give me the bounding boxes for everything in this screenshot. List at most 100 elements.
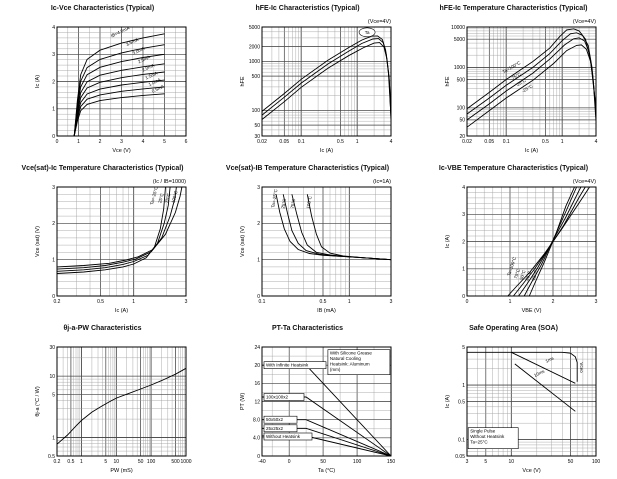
y-tick-label: 0.1 xyxy=(458,437,465,443)
curve xyxy=(56,186,183,268)
x-tick-label: 0.02 xyxy=(257,139,267,145)
curve-label: 10ms xyxy=(533,368,546,378)
y-tick-label: 1 xyxy=(462,383,465,389)
y-tick-label: 0 xyxy=(257,294,260,300)
y-tick-label: 30 xyxy=(254,134,260,140)
y-tick-label: 20 xyxy=(459,134,465,140)
chart-hfe-ic-temp: hFE-Ic Temperature Characteristics (Typi… xyxy=(410,0,617,160)
x-axis-label: Ic (A) xyxy=(115,308,128,314)
y-tick-label: 100 xyxy=(252,108,261,114)
x-tick-label: 0.05 xyxy=(484,139,494,145)
x-tick-label: 1 xyxy=(561,139,564,145)
annotation-box-line: (mm) xyxy=(330,367,341,372)
y-tick-label: 24 xyxy=(254,345,260,351)
curve-label: 0.5mA xyxy=(151,84,165,94)
curve xyxy=(73,53,165,137)
x-tick-label: 0.5 xyxy=(67,459,74,465)
y-tick-label: 1 xyxy=(257,258,260,264)
x-axis-label: IB (mA) xyxy=(317,308,336,314)
plot-frame xyxy=(466,186,597,297)
chart-plot-hfe-ic: 0.02 0.05 0.1 0.5 1 4 5000 2000 1000 500 100 50 30 Ic… xyxy=(240,19,393,154)
curve-label: 100°C xyxy=(171,190,179,204)
y-tick-label: 1 xyxy=(52,107,55,113)
y-tick-label: 1000 xyxy=(454,65,465,71)
x-tick-label: 1000 xyxy=(180,459,191,465)
y-tick-label: 30 xyxy=(49,345,55,351)
x-tick-label: 4 xyxy=(595,139,598,145)
curve xyxy=(523,186,578,297)
x-tick-label: 0.5 xyxy=(320,299,327,305)
annotation-box-line: 25x25x2 xyxy=(266,426,284,431)
x-tick-label: 1 xyxy=(80,459,83,465)
curve xyxy=(466,32,597,115)
chart-plot-ic-vbe-temp: 0 1 2 3 0 1 2 3 4 VBE (V) Ic (A) (Vce=4V) Ta=100°C75… xyxy=(445,179,598,314)
y-axis-label: Ic (A) xyxy=(35,75,41,88)
curve xyxy=(73,33,165,137)
x-tick-label: 5 xyxy=(163,139,166,145)
x-tick-label: 6 xyxy=(185,139,188,145)
y-tick-label: 0.5 xyxy=(458,399,465,405)
chart-plot-hfe-ic-temp: 0.02 0.05 0.1 0.5 1 4 10000 5000 1000 500 100 50 20 I… xyxy=(445,19,598,154)
y-tick-label: 0 xyxy=(52,134,55,140)
condition-label: (Vce=4V) xyxy=(573,179,596,185)
curve xyxy=(511,351,576,384)
chart-title: hFE-Ic Temperature Characteristics (Typi… xyxy=(439,5,588,12)
annotation-vtext: Vceo xyxy=(579,362,584,373)
y-tick-label: 1 xyxy=(52,258,55,264)
chart-pt-ta: PT-Ta Characteristics -40 0 50 100 150 0 4.0 8.… xyxy=(205,320,410,479)
annotation-box xyxy=(327,349,391,376)
x-tick-label: 1 xyxy=(509,299,512,305)
x-tick-label: 150 xyxy=(387,459,396,465)
x-tick-label: 0.5 xyxy=(337,139,344,145)
y-tick-label: 10000 xyxy=(451,25,465,31)
x-axis-label: Vce (V) xyxy=(522,468,541,474)
y-tick-label: 50 xyxy=(254,123,260,129)
annotation-box xyxy=(263,415,298,424)
x-tick-label: 50 xyxy=(320,459,326,465)
curve xyxy=(73,71,165,137)
annotation-box-line: 100x100x2 xyxy=(266,395,289,400)
y-tick-label: 5000 xyxy=(249,25,260,31)
chart-title: θj-a-PW Characteristics xyxy=(63,325,142,332)
y-axis-label: hFE xyxy=(445,76,451,86)
chart-title: Safe Operating Area (SOA) xyxy=(469,325,558,332)
y-tick-label: 3 xyxy=(462,212,465,218)
plot-frame xyxy=(56,26,187,137)
chart-vcesat-ib-temp: Vce(sat)-IB Temperature Characteristics … xyxy=(205,160,410,320)
x-tick-label: 0.05 xyxy=(279,139,289,145)
y-tick-label: 1 xyxy=(462,267,465,273)
curve-label: 3.0mA xyxy=(132,46,146,56)
plot-frame xyxy=(466,26,597,137)
curve-label: 25°C xyxy=(524,269,532,281)
curve xyxy=(73,93,165,137)
x-tick-label: 0.5 xyxy=(542,139,549,145)
x-tick-label: 0.2 xyxy=(54,459,61,465)
x-axis-label: PW (mS) xyxy=(110,468,132,474)
curve-label: 1.5mA xyxy=(145,70,159,80)
x-tick-label: 3 xyxy=(185,299,188,305)
curve-label: -25°C xyxy=(521,83,534,93)
curve-label: 2.0mA xyxy=(141,63,155,73)
curve xyxy=(528,186,575,297)
y-tick-label: 2 xyxy=(257,221,260,227)
curve xyxy=(467,351,578,382)
x-tick-label: 0.1 xyxy=(298,139,305,145)
y-tick-label: 100 xyxy=(457,106,466,112)
x-tick-label: 1 xyxy=(132,299,135,305)
chart-hfe-ic: hFE-Ic Characteristics (Typical) 0.02 0.0… xyxy=(205,0,410,160)
curve-label: 25°C xyxy=(157,192,165,204)
y-tick-label: 1 xyxy=(52,435,55,441)
x-tick-label: 2 xyxy=(99,139,102,145)
y-tick-label: 3 xyxy=(257,185,260,191)
annotation-box-line: Natural Cooling xyxy=(330,356,362,361)
y-axis-label: θj-a (°C / W) xyxy=(35,386,41,416)
curve-label: 50°C xyxy=(519,269,527,281)
x-tick-label: 3 xyxy=(120,139,123,145)
y-tick-label: 2 xyxy=(52,221,55,227)
chart-thja-pw: θj-a-PW Characteristics 0.2 0.5 1 5 10 50 100 5… xyxy=(0,320,205,479)
y-tick-label: 0 xyxy=(52,294,55,300)
curve-label: 75°C xyxy=(513,268,521,280)
